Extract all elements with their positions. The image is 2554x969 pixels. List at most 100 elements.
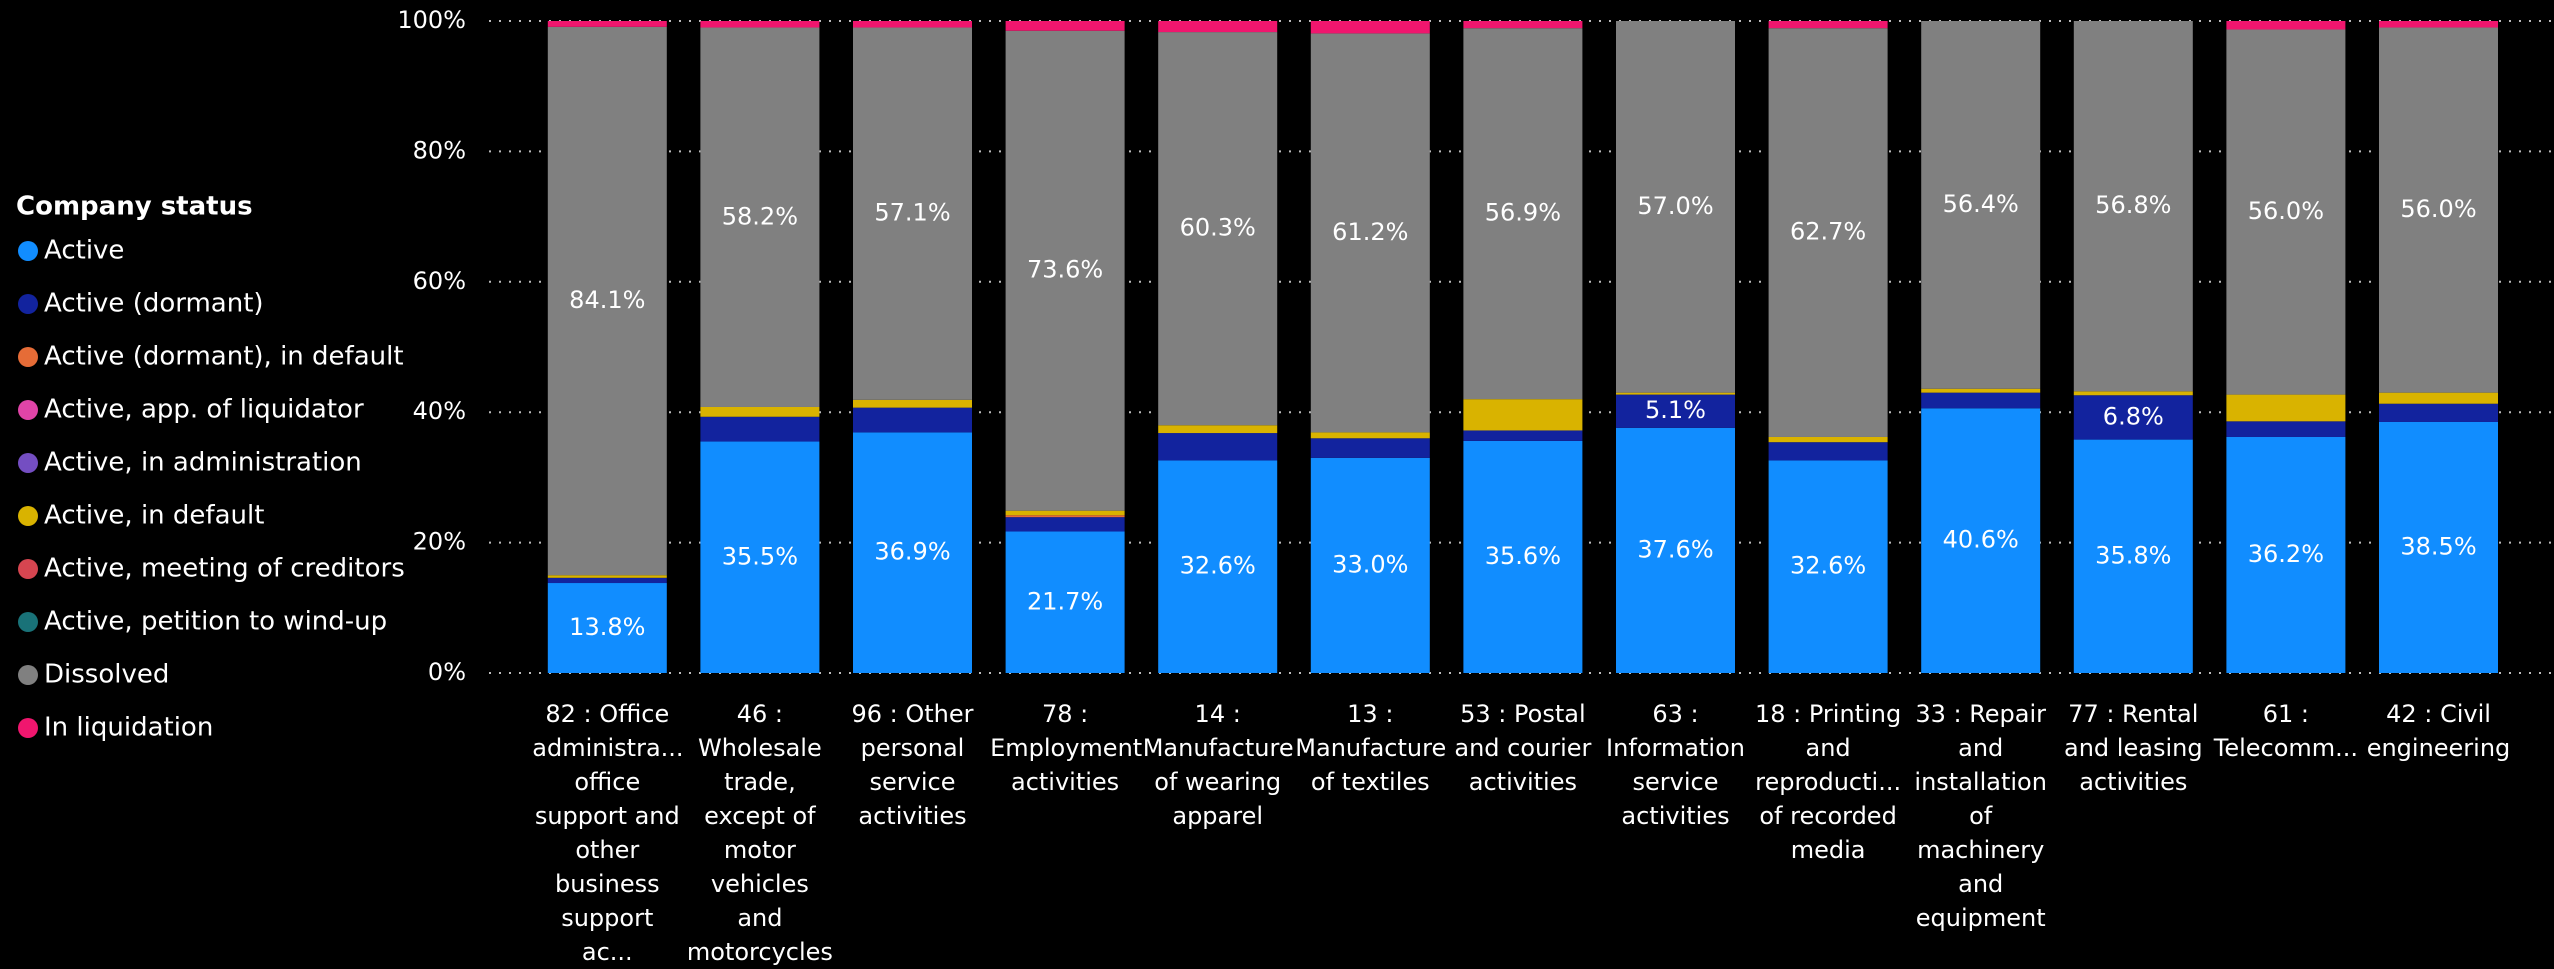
bar-segment	[547, 21, 667, 27]
data-label: 73.6%	[1027, 256, 1103, 284]
x-tick-label: 96 : Other personal service activities	[851, 700, 974, 830]
x-tick-label: 53 : Postal and courier activities	[1454, 700, 1592, 796]
x-tick-label: 18 : Printing and reproducti... of recor…	[1754, 700, 1902, 864]
legend-marker	[18, 241, 38, 261]
data-label: 40.6%	[1943, 526, 2019, 554]
bar-segment	[1158, 460, 1278, 673]
bar-segment	[1616, 392, 1735, 395]
data-label: 56.0%	[2400, 195, 2476, 223]
x-tick-label: 63 : Information service activities	[1606, 700, 1745, 830]
bar-segment	[700, 441, 820, 673]
data-label: 35.8%	[2095, 541, 2171, 569]
bar-segment	[2379, 392, 2498, 404]
data-label: 56.0%	[2248, 197, 2324, 225]
x-tick-label: 61 : Telecomm...	[2213, 700, 2359, 762]
bar-segment	[1463, 21, 1583, 29]
bar-segment	[2073, 395, 2193, 440]
bar-segment	[2226, 29, 2346, 395]
bar-segment	[700, 27, 820, 407]
y-tick-label: 0%	[428, 658, 466, 686]
legend-label: Active (dormant)	[44, 289, 264, 319]
chart: Company status 0% 20% 40% 60% 80% 100% Active A…	[16, 6, 2554, 743]
data-label: 84.1%	[569, 286, 645, 314]
bar-segment	[1768, 436, 1888, 443]
legend-marker	[18, 506, 38, 526]
legend-label: Active, meeting of creditors	[44, 554, 405, 584]
bar-segment	[1463, 399, 1583, 431]
bar-segment	[1310, 438, 1430, 458]
x-tick-label: 77 : Rental and leasing activities	[2064, 700, 2203, 796]
data-label: 35.6%	[1485, 542, 1561, 570]
bar-segment	[1921, 408, 2041, 673]
bar-segment	[547, 575, 667, 578]
bar-segment	[853, 432, 972, 673]
bar-segment	[1005, 531, 1125, 673]
bar-segment	[2379, 403, 2498, 422]
legend-marker	[18, 665, 38, 685]
legend-label: Active, petition to wind-up	[44, 607, 387, 637]
bar-segment	[1768, 460, 1888, 673]
bar-segment	[1005, 510, 1125, 516]
data-label: 36.2%	[2248, 540, 2324, 568]
bar-segment	[547, 26, 667, 576]
bar-segment	[1768, 28, 1888, 437]
bar-segment	[1616, 427, 1735, 673]
data-label: 56.8%	[2095, 191, 2171, 219]
y-tick-label: 100%	[397, 6, 466, 34]
legend-marker	[18, 718, 38, 738]
bar-segment	[853, 21, 972, 28]
bar-segment	[1616, 21, 1735, 393]
bar-segment	[1158, 425, 1278, 434]
data-label: 36.9%	[874, 538, 950, 566]
data-label: 37.6%	[1637, 535, 1713, 563]
bar-segment	[1463, 430, 1583, 441]
data-label: 32.6%	[1790, 552, 1866, 580]
data-label: 32.6%	[1180, 552, 1256, 580]
bar-segment	[547, 577, 667, 584]
data-label: 38.5%	[2400, 532, 2476, 560]
data-label: 57.1%	[874, 199, 950, 227]
bar-segment	[1005, 517, 1125, 532]
bar-segment	[1921, 388, 2041, 393]
bar-segment	[2379, 27, 2498, 393]
data-label: 58.2%	[722, 202, 798, 230]
bar-segment	[700, 416, 820, 442]
data-label: 33.0%	[1332, 550, 1408, 578]
bar-segment	[1310, 21, 1430, 34]
bar-segment	[1616, 394, 1735, 428]
bar-segment	[853, 407, 972, 433]
bar-segment	[2073, 391, 2193, 396]
y-tick-label: 20%	[413, 528, 466, 556]
bar-segment	[700, 406, 820, 417]
legend-title: Company status	[16, 192, 253, 222]
data-label: 56.4%	[1943, 190, 2019, 218]
bar-segment	[1005, 515, 1125, 518]
bar-segment	[853, 399, 972, 408]
data-label: 6.8%	[2103, 402, 2164, 430]
legend-marker	[18, 400, 38, 420]
bar-segment	[2226, 421, 2346, 437]
bar-segment	[547, 583, 667, 673]
bar-segment	[2226, 436, 2346, 673]
legend-label: Active, app. of liquidator	[44, 395, 364, 425]
legend-label: Active (dormant), in default	[44, 342, 404, 372]
bar-segment	[2379, 21, 2498, 28]
y-tick-label: 60%	[413, 267, 466, 295]
data-label: 35.5%	[722, 542, 798, 570]
legend-marker	[18, 612, 38, 632]
data-label: 5.1%	[1645, 396, 1706, 424]
x-tick-label: 14 : Manufacture of wearing apparel	[1142, 700, 1294, 830]
bar-segment	[1158, 433, 1278, 461]
bar-segment	[2226, 21, 2346, 30]
bar-segment	[1768, 21, 1888, 29]
bar-segment	[1921, 392, 2041, 409]
data-label: 61.2%	[1332, 218, 1408, 246]
x-tick-label: 78 : Employment activities	[990, 700, 1143, 796]
legend-label: In liquidation	[44, 713, 213, 743]
x-tick-label: 82 : Office administra... office support…	[532, 700, 684, 966]
legend-marker	[18, 453, 38, 473]
legend-label: Active	[44, 236, 124, 266]
x-tick-label: 42 : Civil engineering	[2366, 700, 2511, 762]
x-tick-label: 33 : Repair and installation of machiner…	[1914, 700, 2047, 932]
legend-marker	[18, 347, 38, 367]
